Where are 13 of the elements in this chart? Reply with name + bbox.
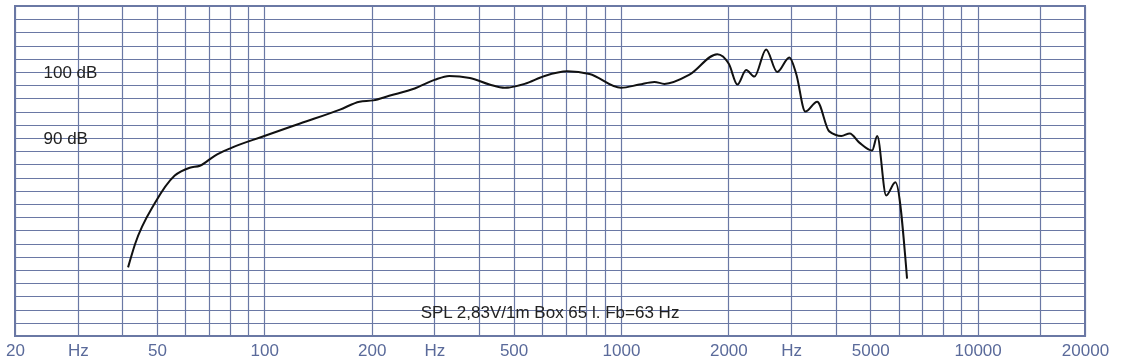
x-tick-label: 50 (147, 340, 167, 360)
x-tick-label: 500 (499, 340, 529, 360)
x-tick-label: 200 (357, 340, 387, 360)
x-tick-label: 5000 (851, 340, 890, 360)
x-tick-label: Hz (424, 340, 446, 360)
x-tick-label: 2000 (709, 340, 748, 360)
x-tick-label: 20000 (1061, 340, 1110, 360)
x-tick-label: Hz (67, 340, 89, 360)
x-tick-label: 100 (250, 340, 279, 360)
x-tick-label: Hz (781, 340, 803, 360)
x-tick-label: 20 (6, 340, 25, 360)
x-tick-label: 10000 (954, 340, 1002, 360)
x-tick-label: 1000 (602, 340, 641, 360)
